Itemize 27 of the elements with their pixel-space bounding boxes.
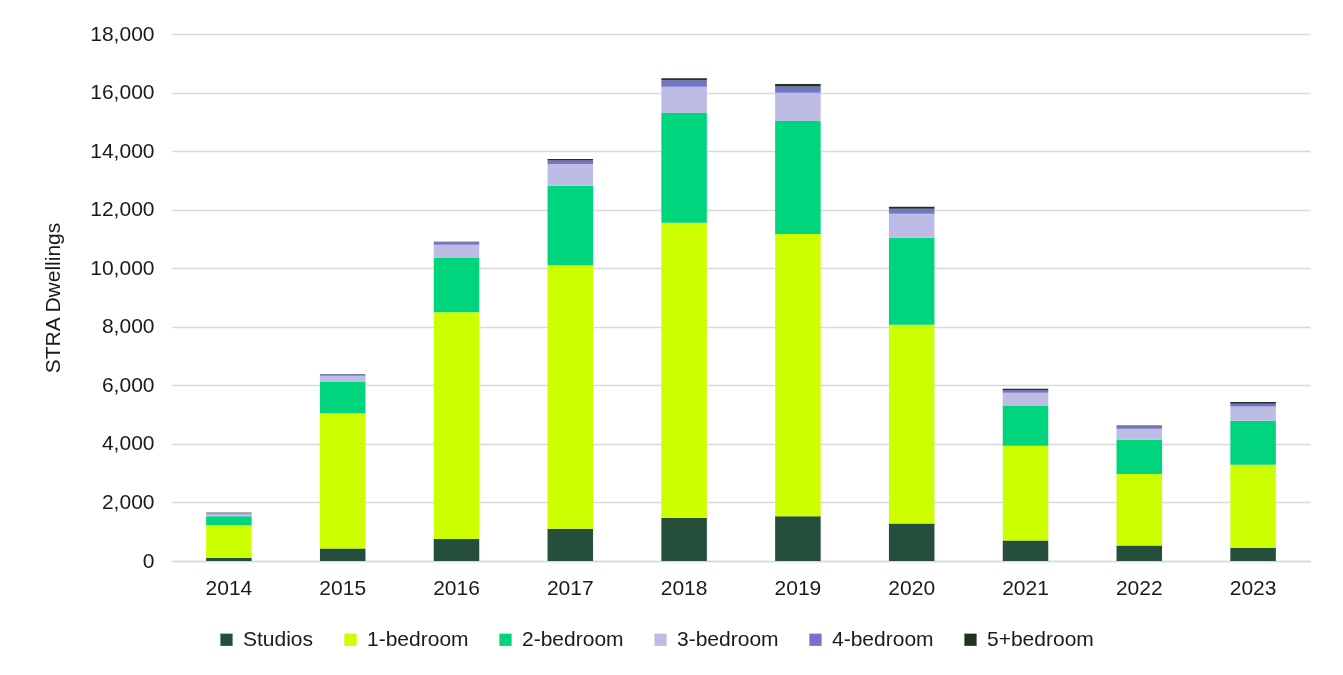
x-tick-label: 2017 (546, 575, 594, 599)
legend-label: 2-bedroom (522, 626, 624, 650)
x-tick-label: 2015 (319, 575, 367, 599)
x-tick-label: 2021 (1002, 575, 1049, 599)
x-tick-label: 2023 (1229, 575, 1277, 599)
y-tick-label: 6,000 (101, 372, 155, 396)
x-tick-label: 2014 (205, 575, 253, 599)
x-tick-label: 2016 (433, 575, 480, 599)
y-tick-label: 12,000 (90, 197, 155, 221)
x-tick-label: 2022 (1115, 575, 1163, 599)
legend-label: 3-bedroom (677, 626, 779, 650)
legend-label: 1-bedroom (367, 626, 469, 650)
x-tick-label: 2019 (774, 575, 822, 599)
y-tick-label: 0 (142, 548, 155, 572)
y-tick-label: 18,000 (90, 21, 155, 45)
y-tick-label: 10,000 (90, 255, 155, 279)
legend-label: 5+bedroom (987, 626, 1094, 650)
y-axis-title: STRA Dwellings (41, 222, 65, 374)
y-tick-label: 16,000 (90, 80, 155, 104)
legend-label: 4-bedroom (832, 626, 934, 650)
y-tick-label: 4,000 (101, 431, 155, 455)
y-tick-label: 2,000 (101, 489, 155, 513)
x-tick-label: 2020 (888, 575, 936, 599)
x-tick-label: 2018 (660, 575, 708, 599)
legend-label: Studios (243, 626, 314, 650)
y-tick-label: 8,000 (101, 314, 155, 338)
y-tick-label: 14,000 (90, 138, 155, 162)
